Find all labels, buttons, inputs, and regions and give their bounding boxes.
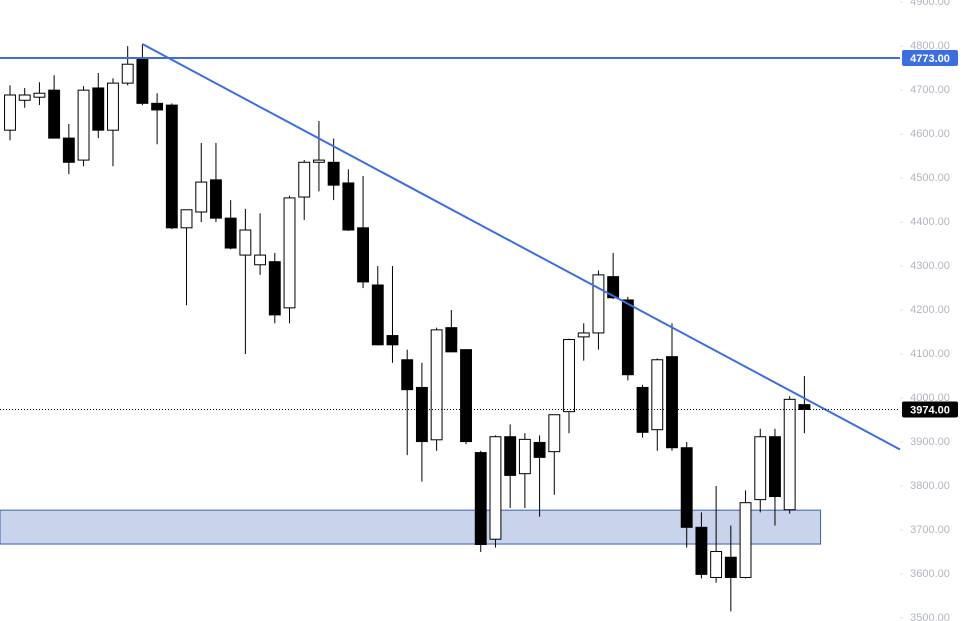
price-label-box <box>902 401 958 418</box>
candle-body <box>371 284 384 346</box>
candle-body <box>680 447 693 528</box>
candle-body <box>577 332 590 338</box>
candle-body <box>18 94 31 101</box>
candle-body <box>165 104 178 229</box>
candle-body <box>4 94 16 131</box>
candle-body <box>445 327 458 353</box>
candle-body <box>136 57 149 104</box>
candle-body <box>254 254 267 266</box>
candle-body <box>283 197 296 309</box>
y-tick-label: 4900.00 <box>910 0 950 8</box>
candle-body <box>430 329 443 441</box>
candle-body <box>151 102 164 111</box>
y-tick-label: 4100.00 <box>910 348 950 360</box>
candle-body <box>533 441 546 458</box>
candle-body <box>342 182 355 231</box>
candle-body <box>666 356 678 449</box>
candle-body <box>121 63 134 84</box>
trendline <box>141 43 901 451</box>
y-tick-label: 3800.00 <box>910 480 950 492</box>
candle-body <box>312 159 325 163</box>
candle-body <box>798 404 811 410</box>
candle-body <box>474 452 487 545</box>
candle-body <box>621 299 634 376</box>
y-tick-label: 3700.00 <box>910 524 950 536</box>
candle-body <box>195 181 208 213</box>
candle-body <box>92 87 105 131</box>
candle-body <box>783 398 796 511</box>
candle-body <box>48 89 61 139</box>
y-tick-label: 4400.00 <box>910 216 950 228</box>
candle-body <box>327 161 340 186</box>
y-tick-label: 4300.00 <box>910 260 950 272</box>
candle-body <box>724 556 737 578</box>
candle-body <box>107 82 119 131</box>
y-tick-label: 3600.00 <box>910 568 950 580</box>
candle-body <box>224 217 237 249</box>
candle-body <box>62 137 75 163</box>
y-tick-label: 4700.00 <box>910 84 950 96</box>
y-tick-label: 4000.00 <box>910 392 950 404</box>
candle-body <box>739 502 752 578</box>
candle-body <box>710 551 723 578</box>
candle-body <box>518 438 531 475</box>
candle-body <box>563 339 575 413</box>
y-tick-label: 4200.00 <box>910 304 950 316</box>
candle-body <box>548 414 561 453</box>
candle-body <box>33 92 46 98</box>
candle-body <box>504 436 517 476</box>
candle-body <box>460 349 472 443</box>
y-tick-label: 3900.00 <box>910 436 950 448</box>
candle-body <box>239 229 252 256</box>
candle-body <box>77 89 90 161</box>
price-label-box <box>902 50 958 67</box>
candle-body <box>268 261 281 316</box>
price-label: 3974.00 <box>910 404 950 416</box>
candle-body <box>180 209 193 229</box>
candle-body <box>357 227 370 283</box>
candle-body <box>769 436 781 498</box>
y-tick-label: 4500.00 <box>910 172 950 184</box>
candle-body <box>415 386 428 443</box>
y-tick-label: 3500.00 <box>910 612 950 621</box>
candle-body <box>298 161 311 198</box>
candle-body <box>401 359 414 391</box>
candle-body <box>695 526 708 575</box>
candle-body <box>386 335 399 346</box>
y-tick-label: 4600.00 <box>910 128 950 140</box>
candle-body <box>651 359 664 431</box>
candle-body <box>489 436 502 540</box>
candle-body <box>607 276 620 299</box>
candle-body <box>754 436 767 501</box>
candle-body <box>592 274 605 334</box>
candle-body <box>210 179 222 219</box>
y-tick-label: 4800.00 <box>910 40 950 52</box>
price-label: 4773.00 <box>910 53 950 65</box>
